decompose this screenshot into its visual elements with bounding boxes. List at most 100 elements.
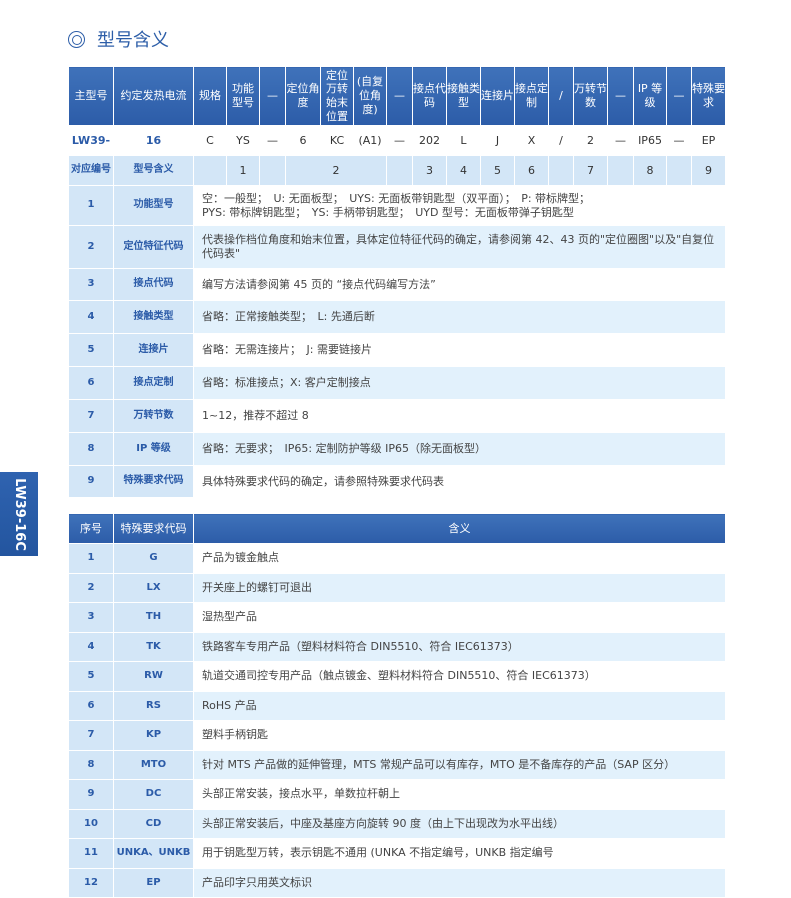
special-no: 4	[68, 631, 114, 662]
detail-text: 省略：正常接触类型； L: 先通后断	[193, 300, 726, 334]
detail-name: 功能型号	[113, 185, 194, 226]
header-row: 序号 特殊要求代码 含义	[68, 513, 726, 544]
corr-number: 5	[480, 155, 515, 186]
corr-meaning: 型号含义	[113, 155, 194, 186]
special-no: 10	[68, 808, 114, 839]
detail-name: 万转节数	[113, 399, 194, 433]
column-header: 定位万转始末位置	[320, 66, 354, 126]
detail-text: 编写方法请参阅第 45 页的 “接点代码编写方法”	[193, 268, 726, 301]
special-code: CD	[113, 808, 194, 839]
special-text: 湿热型产品	[193, 602, 726, 633]
corr-label: 对应编号	[68, 155, 114, 186]
special-text: RoHS 产品	[193, 690, 726, 721]
detail-no: 4	[68, 300, 114, 334]
detail-no: 8	[68, 432, 114, 466]
detail-no: 1	[68, 185, 114, 226]
detail-no: 6	[68, 366, 114, 400]
special-code: TK	[113, 631, 194, 662]
detail-text: 具体特殊要求代码的确定，请参照特殊要求代码表	[193, 465, 726, 498]
corr-number: 7	[573, 155, 608, 186]
example-cell: C	[193, 125, 227, 156]
example-cell: LW39-	[68, 125, 114, 156]
column-header: 万转节数	[573, 66, 608, 126]
detail-row: 5 连接片 省略：无需连接片； J: 需要链接片	[68, 333, 726, 367]
special-text: 用于钥匙型万转，表示钥匙不通用 (UNKA 不指定编号，UNKB 指定编号	[193, 838, 726, 869]
column-header: 特殊要求代码	[113, 513, 194, 544]
corr-number: 4	[446, 155, 481, 186]
special-text: 针对 MTS 产品做的延伸管理，MTS 常规产品可以有库存，MTO 是不备库存的…	[193, 749, 726, 780]
corr-number	[607, 155, 634, 186]
special-code: EP	[113, 867, 194, 898]
example-cell: /	[548, 125, 574, 156]
special-no: 9	[68, 779, 114, 810]
model-table: 主型号 约定发热电流 规格 功能型号 — 定位角度 定位万转始末位置 (自复位角度) — 接点代码…	[68, 66, 726, 498]
detail-row: 9 特殊要求代码 具体特殊要求代码的确定，请参照特殊要求代码表	[68, 465, 726, 498]
example-cell: KC	[320, 125, 354, 156]
detail-no: 3	[68, 268, 114, 301]
example-cell: —	[386, 125, 413, 156]
column-header: 规格	[193, 66, 227, 126]
detail-text: 省略：无要求； IP65: 定制防护等级 IP65（除无面板型）	[193, 432, 726, 466]
special-code: DC	[113, 779, 194, 810]
side-tab[interactable]: LW39-16C	[0, 472, 38, 556]
detail-text: 空：一般型； U: 无面板型； UYS: 无面板带钥匙型（双平面）； P: 带标…	[193, 185, 726, 226]
special-text: 产品印字只用英文标识	[193, 867, 726, 898]
detail-name: 接点定制	[113, 366, 194, 400]
correspondence-row: 对应编号 型号含义 1 2 3 4 5 6 7 8 9	[68, 155, 726, 186]
special-code: TH	[113, 602, 194, 633]
detail-text: 1~12，推荐不超过 8	[193, 399, 726, 433]
special-code: UNKA、UNKB	[113, 838, 194, 869]
special-no: 12	[68, 867, 114, 898]
column-header: IP 等级	[633, 66, 667, 126]
example-cell: (A1)	[353, 125, 387, 156]
example-cell: 6	[285, 125, 321, 156]
example-cell: —	[259, 125, 286, 156]
column-header: (自复位角度)	[353, 66, 387, 126]
special-row: 12 EP 产品印字只用英文标识	[68, 867, 726, 898]
column-header: 序号	[68, 513, 114, 544]
column-header: 定位角度	[285, 66, 321, 126]
detail-name: 连接片	[113, 333, 194, 367]
corr-number: 3	[412, 155, 447, 186]
example-cell: J	[480, 125, 515, 156]
column-header: /	[548, 66, 574, 126]
special-no: 7	[68, 720, 114, 751]
special-text: 头部正常安装，接点水平，单数拉杆朝上	[193, 779, 726, 810]
special-row: 3 TH 湿热型产品	[68, 602, 726, 633]
corr-number	[259, 155, 286, 186]
example-cell: X	[514, 125, 549, 156]
column-header: 接触类型	[446, 66, 481, 126]
example-cell: 2	[573, 125, 608, 156]
column-header: —	[607, 66, 634, 126]
detail-name: 接点代码	[113, 268, 194, 301]
corr-number: 6	[514, 155, 549, 186]
detail-name: 接触类型	[113, 300, 194, 334]
special-row: 10 CD 头部正常安装后，中座及基座方向旋转 90 度（由上下出现改为水平出线）	[68, 808, 726, 839]
special-code: LX	[113, 572, 194, 603]
special-text: 开关座上的螺钉可退出	[193, 572, 726, 603]
column-header: 接点定制	[514, 66, 549, 126]
column-header: 约定发热电流	[113, 66, 194, 126]
special-row: 11 UNKA、UNKB 用于钥匙型万转，表示钥匙不通用 (UNKA 不指定编号，U…	[68, 838, 726, 869]
corr-number: 8	[633, 155, 667, 186]
column-header: 接点代码	[412, 66, 447, 126]
special-no: 2	[68, 572, 114, 603]
special-row: 4 TK 铁路客车专用产品（塑料材料符合 DIN5510、符合 IEC61373）	[68, 631, 726, 662]
special-no: 11	[68, 838, 114, 869]
corr-number	[193, 155, 227, 186]
example-cell: IP65	[633, 125, 667, 156]
example-cell: 202	[412, 125, 447, 156]
section-title: 型号含义	[68, 26, 169, 52]
special-row: 5 RW 轨道交通司控专用产品（触点镀金、塑料材料符合 DIN5510、符合 IEC…	[68, 661, 726, 692]
header-row: 主型号 约定发热电流 规格 功能型号 — 定位角度 定位万转始末位置 (自复位角度) — 接点代码…	[68, 66, 726, 126]
column-header: 连接片	[480, 66, 515, 126]
detail-name: 特殊要求代码	[113, 465, 194, 498]
special-text: 铁路客车专用产品（塑料材料符合 DIN5510、符合 IEC61373）	[193, 631, 726, 662]
column-header: —	[666, 66, 692, 126]
special-row: 1 G 产品为镀金触点	[68, 543, 726, 574]
corr-number	[386, 155, 413, 186]
detail-text: 省略：标准接点；X: 客户定制接点	[193, 366, 726, 400]
column-header: —	[386, 66, 413, 126]
detail-name: IP 等级	[113, 432, 194, 466]
detail-row: 2 定位特征代码 代表操作档位角度和始末位置，具体定位特征代码的确定，请参阅第 42…	[68, 225, 726, 269]
